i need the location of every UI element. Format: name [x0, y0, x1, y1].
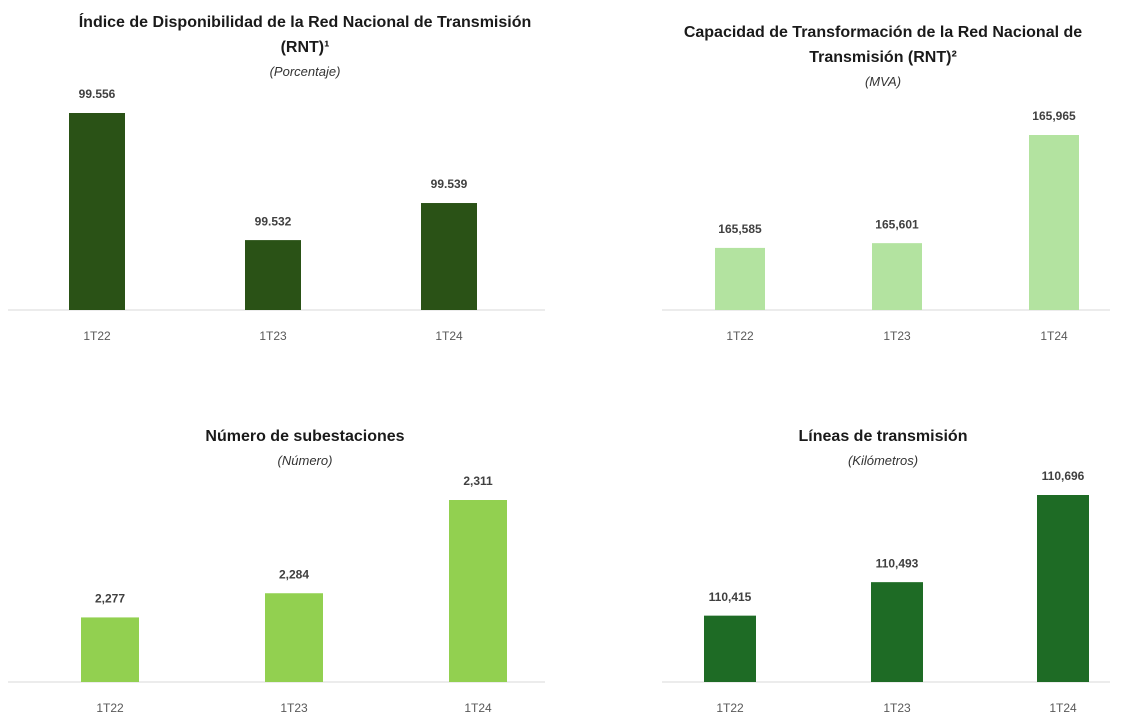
chart-title: Número de subestaciones	[205, 428, 405, 445]
value-label: 99.539	[431, 177, 468, 191]
chart-title: Líneas de transmisión	[798, 428, 968, 445]
category-label: 1T23	[883, 329, 911, 343]
value-label: 2,311	[463, 474, 493, 488]
bar	[421, 203, 477, 310]
bar	[871, 582, 923, 682]
chart-subtitle: (MVA)	[864, 74, 902, 89]
category-label: 1T24	[435, 329, 463, 343]
bar	[872, 243, 922, 310]
category-label: 1T23	[280, 701, 308, 714]
bar	[69, 113, 125, 310]
bar	[704, 615, 756, 682]
category-label: 1T24	[464, 701, 492, 714]
value-label: 110,493	[876, 556, 919, 570]
bar	[1029, 135, 1079, 310]
bar	[715, 247, 765, 310]
category-label: 1T23	[883, 701, 911, 714]
value-label: 99.532	[255, 214, 292, 228]
value-label: 2,277	[95, 592, 125, 606]
value-label: 2,284	[279, 567, 309, 581]
value-label: 110,696	[1042, 469, 1085, 483]
chart-subtitle: (Kilómetros)	[847, 453, 919, 468]
value-label: 165,601	[875, 217, 919, 231]
chart-title: Capacidad de Transformación de la Red Na…	[683, 24, 1083, 66]
value-label: 165,585	[718, 222, 762, 236]
category-label: 1T22	[96, 701, 124, 714]
bar	[1037, 495, 1089, 682]
category-label: 1T24	[1049, 701, 1077, 714]
bar	[245, 240, 301, 310]
chart-subtitle: (Porcentaje)	[269, 64, 341, 79]
bar	[265, 593, 323, 682]
value-label: 165,965	[1032, 109, 1076, 123]
value-label: 110,415	[709, 590, 752, 604]
category-label: 1T23	[259, 329, 287, 343]
category-label: 1T24	[1040, 329, 1068, 343]
bar	[449, 500, 507, 682]
chart-subtitle: (Número)	[277, 453, 333, 468]
chart-title: Índice de Disponibilidad de la Red Nacio…	[78, 14, 532, 56]
bar	[81, 617, 139, 682]
category-label: 1T22	[83, 329, 111, 343]
value-label: 99.556	[79, 87, 116, 101]
category-label: 1T22	[716, 701, 744, 714]
category-label: 1T22	[726, 329, 754, 343]
